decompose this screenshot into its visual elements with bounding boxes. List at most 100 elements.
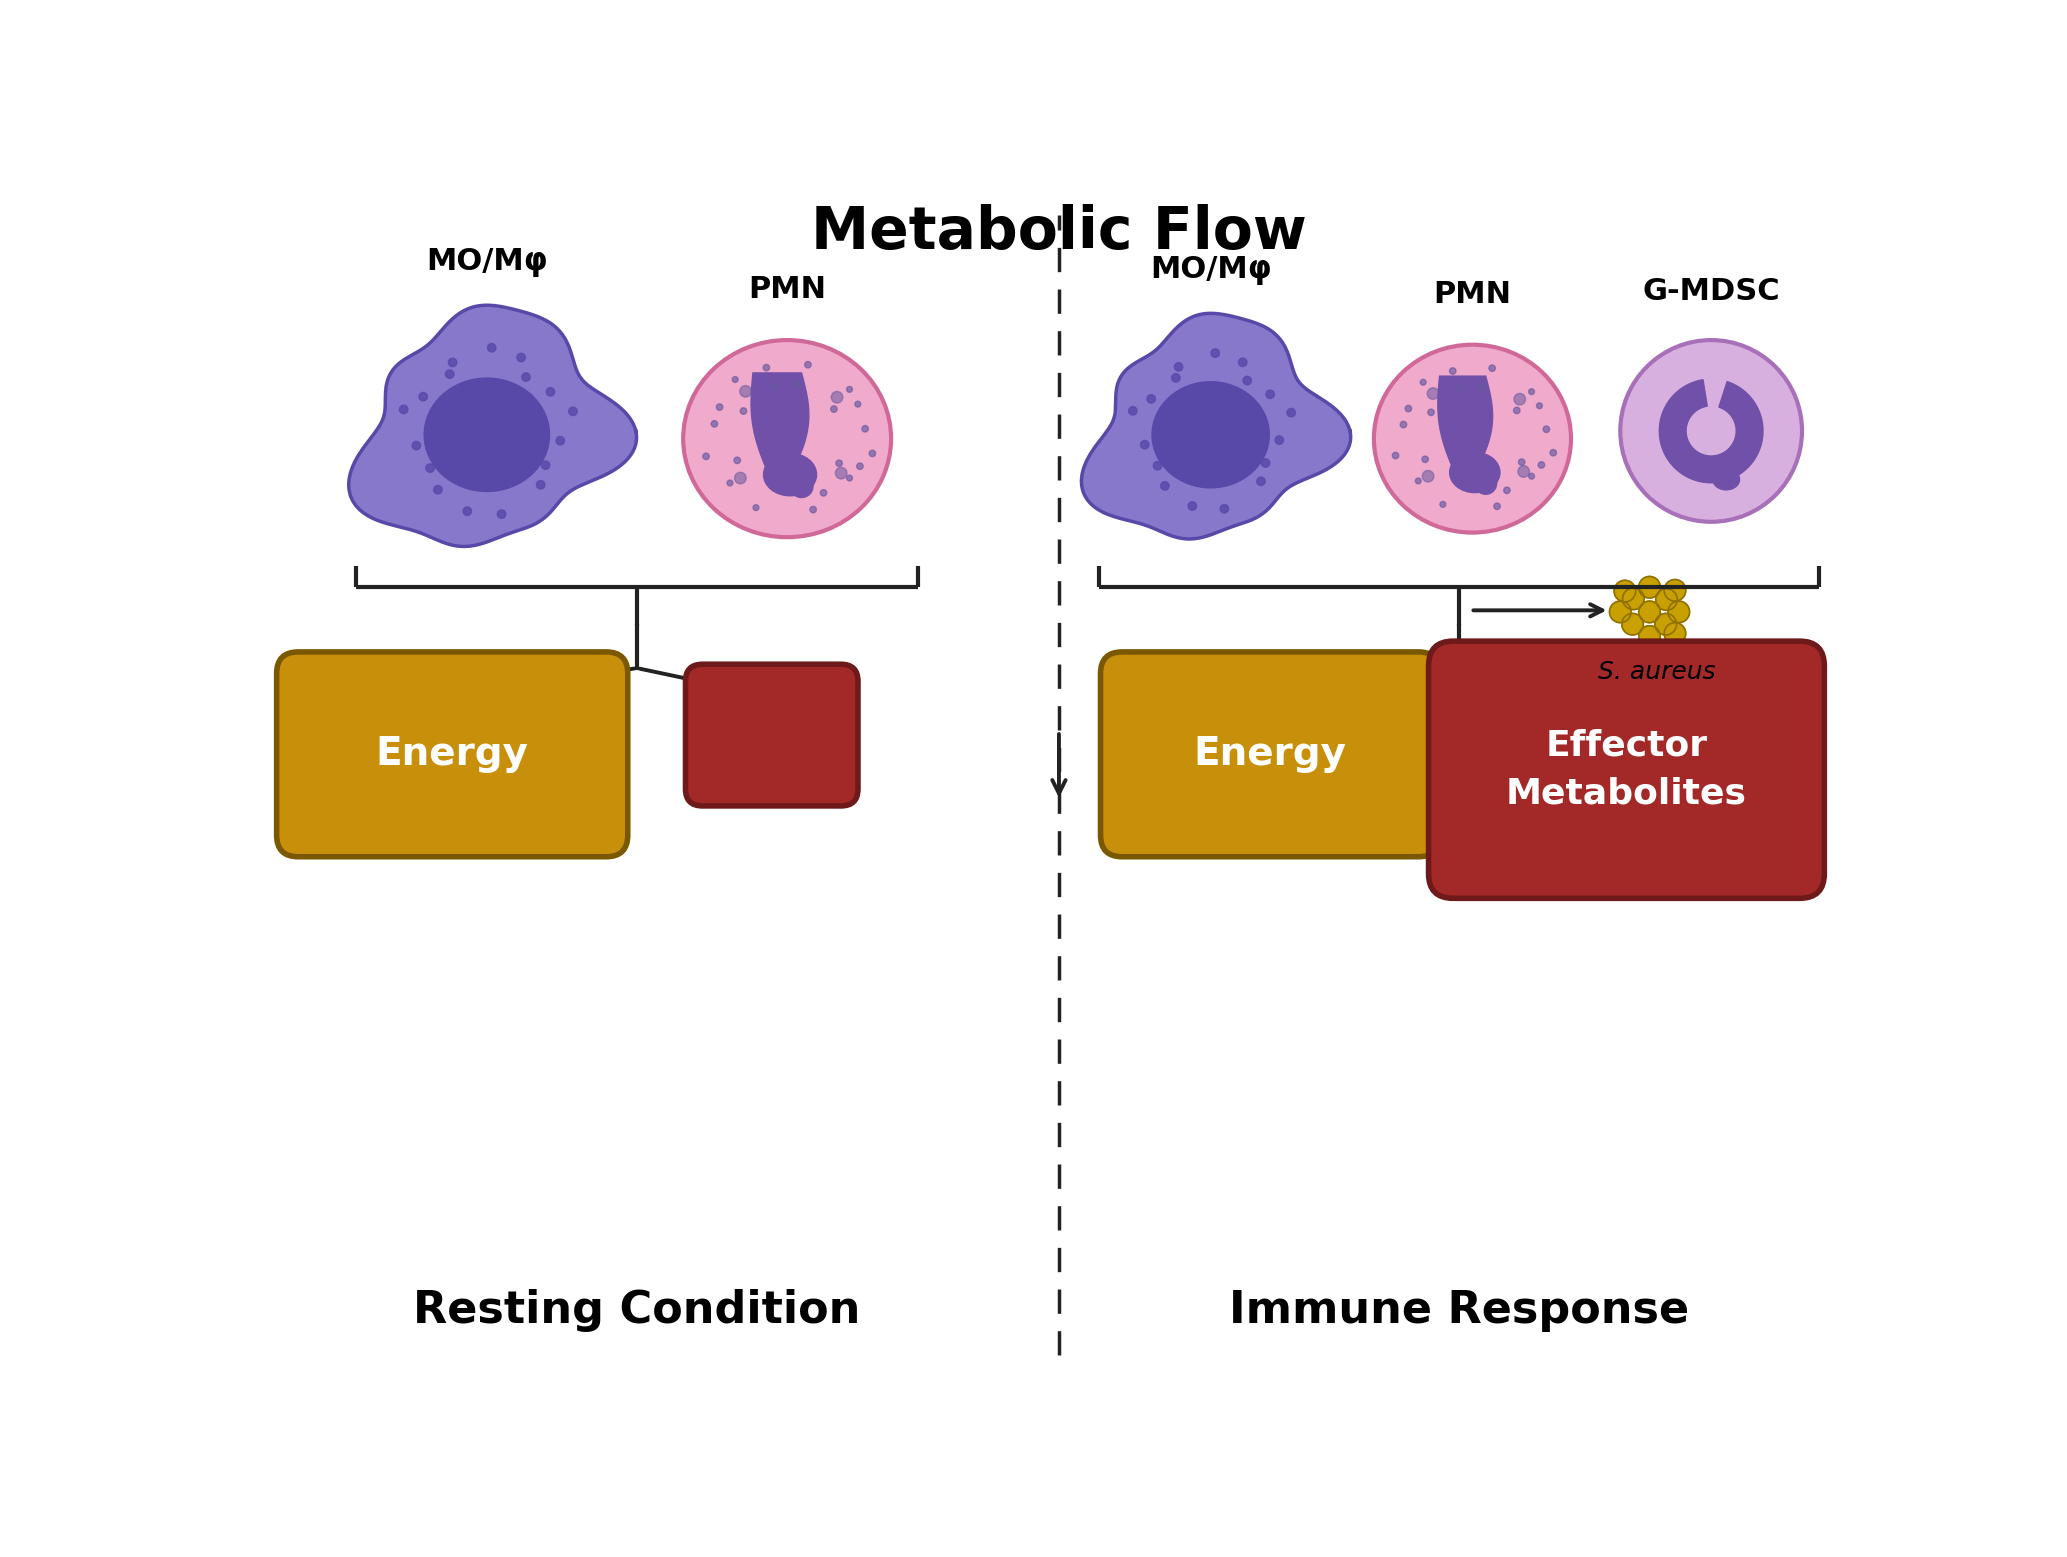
Circle shape: [847, 475, 852, 481]
Circle shape: [521, 372, 531, 381]
Circle shape: [1265, 391, 1275, 399]
Circle shape: [711, 420, 717, 427]
Polygon shape: [349, 305, 637, 547]
Circle shape: [752, 504, 759, 511]
Circle shape: [449, 358, 457, 366]
Circle shape: [1639, 576, 1660, 598]
Circle shape: [1639, 601, 1660, 623]
Circle shape: [1162, 481, 1170, 490]
Ellipse shape: [1439, 377, 1482, 428]
Ellipse shape: [763, 453, 816, 495]
Circle shape: [703, 453, 709, 459]
Ellipse shape: [1375, 344, 1571, 532]
Circle shape: [790, 475, 812, 498]
Circle shape: [434, 486, 442, 494]
Circle shape: [831, 406, 837, 413]
Circle shape: [1538, 462, 1544, 469]
Circle shape: [1147, 394, 1155, 403]
Circle shape: [794, 381, 800, 388]
Text: Effector
Metabolites: Effector Metabolites: [1507, 729, 1747, 811]
Circle shape: [517, 353, 525, 361]
Circle shape: [451, 394, 465, 408]
Circle shape: [1457, 386, 1463, 392]
Circle shape: [835, 459, 843, 467]
Circle shape: [1174, 453, 1189, 467]
Text: G-MDSC: G-MDSC: [1643, 277, 1780, 307]
Circle shape: [1639, 626, 1660, 648]
Circle shape: [1176, 397, 1191, 411]
Circle shape: [1656, 589, 1676, 610]
Text: PMN: PMN: [748, 276, 827, 304]
Circle shape: [1288, 408, 1296, 417]
Circle shape: [1422, 456, 1428, 462]
Circle shape: [1236, 452, 1251, 466]
Circle shape: [771, 383, 777, 389]
Ellipse shape: [424, 378, 550, 492]
Ellipse shape: [1449, 453, 1501, 492]
Circle shape: [1416, 478, 1422, 484]
Circle shape: [1220, 504, 1228, 512]
Circle shape: [546, 388, 554, 395]
Ellipse shape: [763, 411, 781, 459]
Circle shape: [1480, 383, 1486, 391]
Circle shape: [426, 464, 434, 472]
Circle shape: [1232, 392, 1244, 406]
Text: S. aureus: S. aureus: [1598, 660, 1716, 684]
FancyBboxPatch shape: [277, 652, 628, 856]
Circle shape: [1441, 501, 1445, 508]
Polygon shape: [1439, 377, 1492, 476]
Circle shape: [1399, 422, 1408, 428]
Circle shape: [411, 441, 420, 450]
Circle shape: [556, 436, 564, 445]
Circle shape: [568, 406, 577, 416]
Circle shape: [1172, 374, 1180, 381]
Circle shape: [1513, 408, 1519, 414]
Circle shape: [1621, 339, 1802, 522]
Ellipse shape: [1151, 381, 1269, 487]
Circle shape: [1656, 613, 1676, 635]
Text: PMN: PMN: [1432, 280, 1511, 310]
Circle shape: [740, 386, 750, 397]
Circle shape: [1530, 473, 1534, 480]
Polygon shape: [750, 374, 808, 480]
Circle shape: [734, 458, 740, 464]
Circle shape: [1536, 403, 1542, 408]
Text: Metabolic Flow: Metabolic Flow: [810, 204, 1306, 260]
Circle shape: [717, 403, 723, 411]
FancyBboxPatch shape: [1100, 652, 1441, 856]
Circle shape: [449, 455, 463, 469]
Circle shape: [831, 391, 843, 403]
Circle shape: [862, 425, 868, 431]
Circle shape: [763, 364, 769, 371]
Ellipse shape: [1714, 469, 1740, 490]
Circle shape: [732, 377, 738, 383]
Ellipse shape: [684, 339, 891, 537]
Circle shape: [847, 386, 852, 392]
Circle shape: [1242, 377, 1251, 385]
Text: Immune Response: Immune Response: [1228, 1289, 1689, 1331]
Circle shape: [1257, 476, 1265, 486]
Circle shape: [1664, 579, 1687, 601]
Circle shape: [1428, 409, 1434, 416]
Circle shape: [1141, 441, 1149, 448]
Circle shape: [1623, 613, 1643, 635]
Circle shape: [420, 392, 428, 400]
Text: Energy: Energy: [376, 735, 529, 774]
Circle shape: [740, 408, 746, 414]
Circle shape: [821, 489, 827, 497]
Circle shape: [1211, 349, 1220, 358]
Circle shape: [804, 361, 810, 367]
Circle shape: [444, 371, 455, 378]
Polygon shape: [1660, 380, 1763, 483]
Circle shape: [508, 389, 523, 403]
Ellipse shape: [1449, 411, 1468, 458]
Circle shape: [1406, 405, 1412, 411]
Circle shape: [1488, 364, 1494, 372]
Circle shape: [1664, 623, 1687, 645]
Circle shape: [498, 509, 506, 518]
Circle shape: [1393, 452, 1399, 459]
Circle shape: [1275, 436, 1284, 444]
Circle shape: [1668, 601, 1689, 623]
Circle shape: [1422, 470, 1434, 483]
Circle shape: [1189, 501, 1197, 511]
